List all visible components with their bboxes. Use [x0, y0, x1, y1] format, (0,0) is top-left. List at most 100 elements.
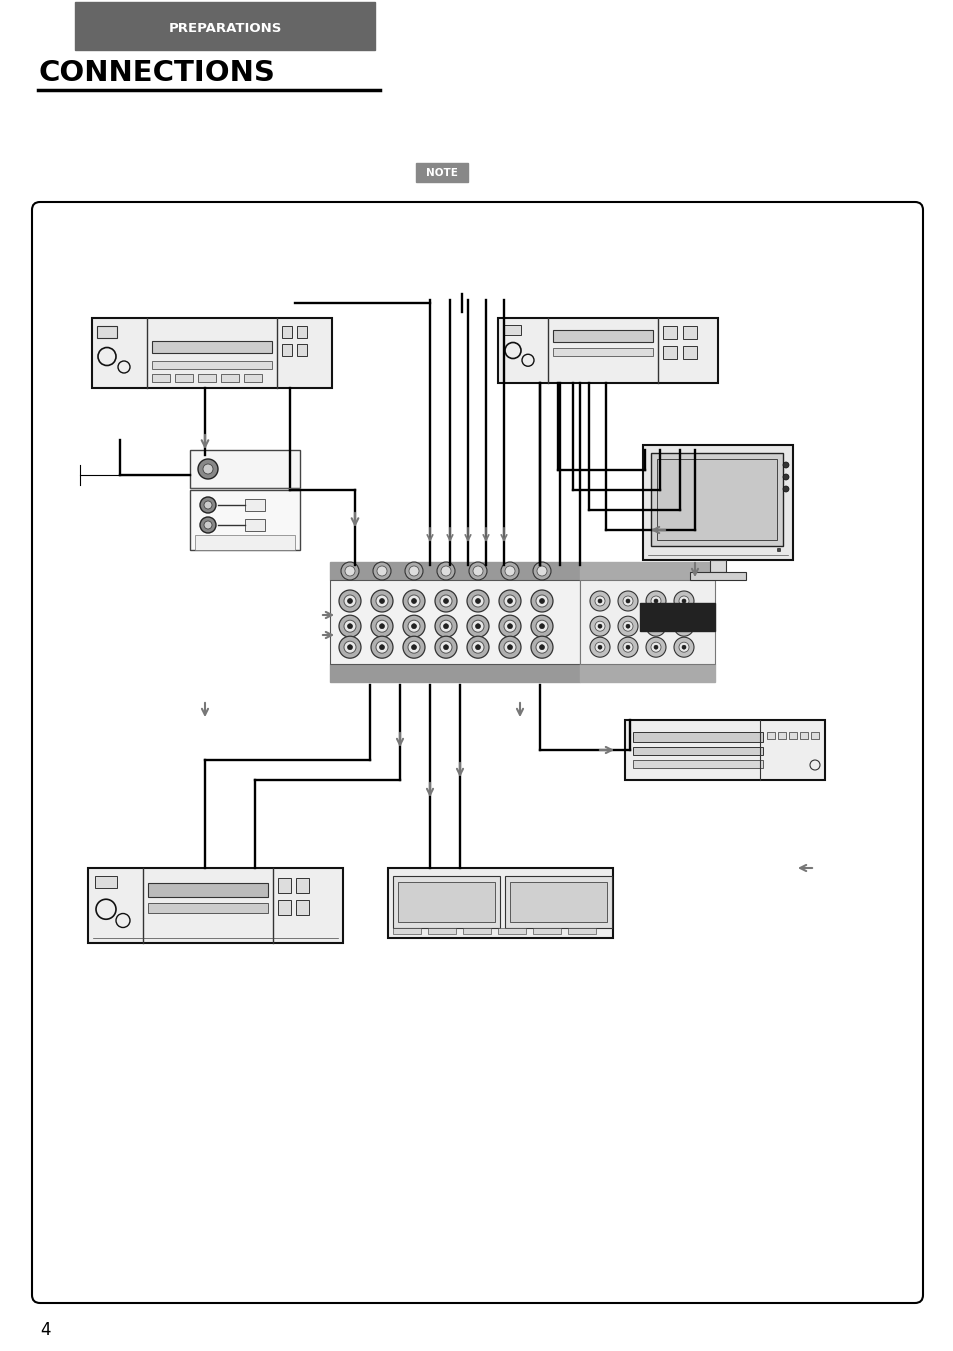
Bar	[502, 326, 520, 335]
Bar	[296, 326, 307, 338]
Circle shape	[598, 624, 601, 628]
Bar	[579, 663, 714, 682]
Bar	[221, 374, 239, 382]
Circle shape	[408, 594, 419, 607]
Bar	[190, 450, 299, 488]
Bar	[428, 928, 456, 934]
Circle shape	[681, 598, 685, 603]
Bar	[810, 732, 818, 739]
Circle shape	[411, 624, 416, 628]
Circle shape	[650, 642, 660, 653]
Bar	[152, 374, 170, 382]
Circle shape	[598, 598, 601, 603]
Circle shape	[654, 624, 658, 628]
Circle shape	[654, 646, 658, 650]
Circle shape	[533, 562, 551, 580]
Circle shape	[498, 615, 520, 638]
Bar	[152, 361, 272, 369]
Circle shape	[379, 624, 384, 628]
Circle shape	[409, 566, 418, 576]
Circle shape	[338, 636, 360, 658]
Bar	[148, 884, 268, 897]
Bar	[689, 571, 745, 580]
Bar	[504, 875, 612, 928]
Circle shape	[625, 646, 629, 650]
Circle shape	[589, 590, 609, 611]
Circle shape	[443, 598, 448, 604]
Circle shape	[531, 636, 553, 658]
Circle shape	[536, 642, 547, 653]
Circle shape	[472, 642, 483, 653]
Circle shape	[376, 566, 387, 576]
Circle shape	[503, 620, 516, 632]
Circle shape	[650, 621, 660, 631]
Circle shape	[373, 562, 391, 580]
Bar	[416, 163, 468, 182]
Text: PREPARATIONS: PREPARATIONS	[168, 22, 281, 35]
Circle shape	[344, 594, 355, 607]
Circle shape	[595, 596, 604, 607]
Circle shape	[347, 644, 352, 650]
Circle shape	[439, 594, 452, 607]
Circle shape	[776, 549, 781, 553]
Bar	[639, 603, 714, 631]
Bar	[633, 732, 762, 742]
Bar	[778, 732, 785, 739]
Circle shape	[402, 636, 424, 658]
Bar	[497, 317, 718, 382]
Circle shape	[435, 615, 456, 638]
Circle shape	[622, 642, 633, 653]
Bar	[462, 928, 491, 934]
Circle shape	[443, 644, 448, 650]
Circle shape	[467, 615, 489, 638]
Bar	[190, 490, 299, 550]
Circle shape	[435, 636, 456, 658]
Circle shape	[589, 638, 609, 657]
Bar	[662, 326, 677, 339]
Circle shape	[405, 562, 422, 580]
Circle shape	[411, 644, 416, 650]
Bar	[282, 345, 292, 357]
Bar	[296, 345, 307, 357]
Bar	[579, 580, 714, 663]
Bar	[330, 562, 579, 580]
Circle shape	[679, 642, 688, 653]
Circle shape	[379, 598, 384, 604]
Bar	[682, 326, 697, 339]
Bar	[579, 562, 714, 580]
Bar	[662, 346, 677, 359]
Circle shape	[402, 615, 424, 638]
Bar	[567, 928, 596, 934]
Bar	[682, 346, 697, 359]
Circle shape	[531, 590, 553, 612]
Circle shape	[498, 636, 520, 658]
Circle shape	[375, 620, 388, 632]
Circle shape	[782, 486, 788, 492]
Circle shape	[673, 638, 693, 657]
Circle shape	[654, 598, 658, 603]
Circle shape	[472, 620, 483, 632]
Bar	[657, 459, 776, 540]
Bar	[497, 928, 525, 934]
Circle shape	[673, 590, 693, 611]
Circle shape	[618, 590, 638, 611]
Bar	[650, 453, 782, 546]
Bar	[330, 580, 579, 663]
Circle shape	[681, 646, 685, 650]
Bar	[709, 561, 725, 571]
Circle shape	[375, 594, 388, 607]
Circle shape	[531, 615, 553, 638]
Circle shape	[344, 642, 355, 653]
Circle shape	[498, 590, 520, 612]
Circle shape	[371, 636, 393, 658]
Circle shape	[618, 616, 638, 636]
Circle shape	[622, 621, 633, 631]
Circle shape	[782, 474, 788, 480]
Bar	[277, 878, 291, 893]
Circle shape	[622, 596, 633, 607]
Circle shape	[472, 594, 483, 607]
Circle shape	[536, 620, 547, 632]
Circle shape	[198, 459, 218, 480]
Bar	[95, 875, 117, 888]
Bar	[553, 349, 652, 357]
